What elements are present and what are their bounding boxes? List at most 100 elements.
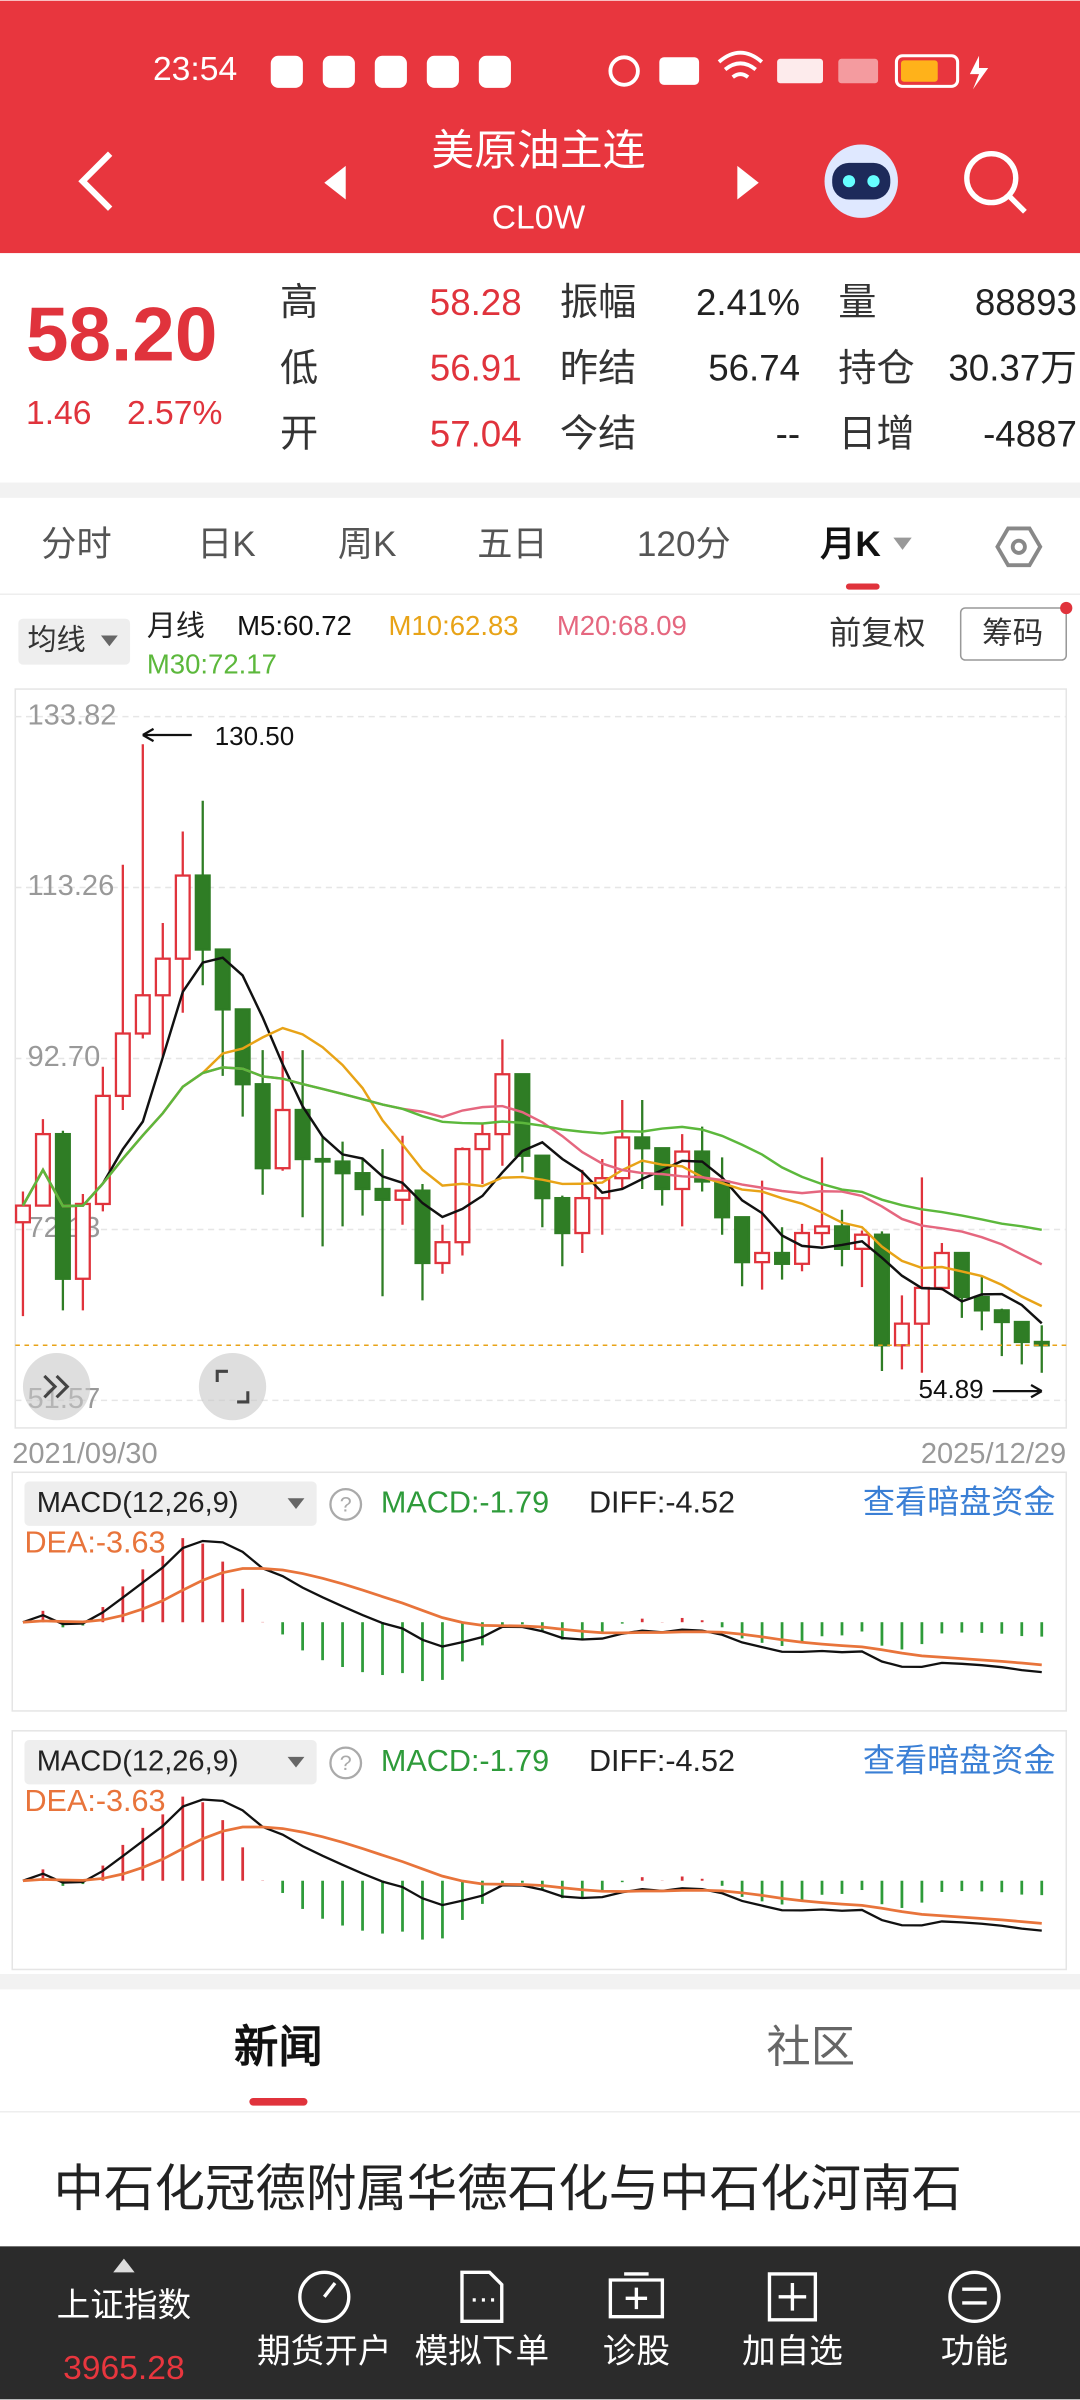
- quote-label: 开: [280, 413, 318, 456]
- candle-body: [634, 1136, 651, 1150]
- candle-body: [574, 1196, 591, 1235]
- y-tick-label: 113.26: [28, 870, 115, 902]
- quote-value: 57.04: [430, 413, 522, 454]
- candle-body: [794, 1231, 811, 1265]
- nav-icon[interactable]: [298, 2270, 351, 2323]
- dark-pool-link: 查看暗盘资金: [863, 1484, 1056, 1520]
- index-up-arrow: [113, 2258, 135, 2273]
- candle-body: [474, 1132, 491, 1151]
- quote-label: 振幅: [560, 281, 636, 324]
- adjust-mode: 前复权: [829, 615, 925, 651]
- candle-body: [374, 1187, 391, 1201]
- quote-label: 昨结: [560, 347, 636, 390]
- nav-icon[interactable]: [767, 2272, 818, 2322]
- candle-body: [134, 994, 151, 1035]
- quote-value: 30.37万: [948, 348, 1077, 389]
- price-change-pct: 2.57%: [127, 395, 222, 432]
- help-icon[interactable]: [329, 1487, 363, 1521]
- nav-icon[interactable]: [460, 2270, 504, 2323]
- y-tick-label: 92.70: [28, 1041, 101, 1073]
- dea-line: [22, 1567, 1042, 1667]
- candle-body: [74, 1202, 91, 1280]
- indicator-select: 均线: [28, 623, 86, 656]
- quote-label: 今结: [560, 413, 636, 456]
- news-tab[interactable]: 新闻: [234, 2023, 323, 2072]
- news-tab-indicator: [249, 2097, 308, 2106]
- x-start-label: 2021/09/30: [12, 1438, 157, 1470]
- ma-label: M30:72.17: [147, 648, 277, 679]
- news-headline[interactable]: 中石化冠德附属华德石化与中石化河南石: [54, 2160, 962, 2217]
- period-tab[interactable]: 分时: [41, 525, 111, 564]
- candle-body: [314, 1157, 331, 1163]
- candle-body: [194, 874, 211, 951]
- candle-body: [214, 948, 231, 1011]
- fullscreen-button[interactable]: [198, 1352, 267, 1421]
- dif-line: [22, 1798, 1042, 1932]
- index-value: 3965.28: [63, 2350, 185, 2387]
- candle-body: [1013, 1320, 1030, 1344]
- nav-icon[interactable]: [948, 2270, 1001, 2323]
- back-button[interactable]: [78, 151, 113, 211]
- news-tab[interactable]: 社区: [766, 2023, 855, 2072]
- candle-body: [893, 1322, 910, 1347]
- candle-body: [254, 1083, 271, 1170]
- candle-body: [534, 1154, 551, 1200]
- diff-value: DIFF:-4.52: [589, 1744, 735, 1778]
- macd-select-box[interactable]: [24, 1481, 317, 1526]
- contract-title: 美原油主连: [431, 127, 645, 175]
- nav-label[interactable]: 期货开户: [257, 2332, 392, 2370]
- quote-value: -4887: [983, 413, 1077, 454]
- candle-body: [714, 1180, 731, 1219]
- period-tab[interactable]: 120分: [637, 525, 731, 564]
- help-icon[interactable]: [329, 1746, 363, 1780]
- macd-select-box[interactable]: [24, 1740, 317, 1785]
- period-tab[interactable]: 五日: [477, 525, 547, 564]
- period-tab[interactable]: 日K: [197, 525, 256, 564]
- nav-icon[interactable]: [608, 2272, 665, 2319]
- quote-value: 2.41%: [696, 282, 800, 323]
- dif-line: [22, 1539, 1042, 1674]
- candle-body: [754, 1251, 771, 1264]
- candle-body: [234, 1008, 251, 1086]
- ma-line: [21, 956, 1043, 1325]
- prev-contract[interactable]: [324, 165, 346, 200]
- nav-label[interactable]: 诊股: [603, 2332, 670, 2370]
- quote-value: 56.91: [430, 348, 522, 389]
- quote-value: 88893: [975, 282, 1077, 323]
- next-contract[interactable]: [737, 165, 759, 200]
- period-tab[interactable]: 周K: [338, 525, 397, 564]
- search-button[interactable]: [964, 150, 1027, 214]
- candle-body: [813, 1225, 831, 1235]
- macd-title: MACD(12,26,9): [37, 1487, 239, 1519]
- candle-body: [993, 1309, 1010, 1324]
- candle-body: [913, 1286, 930, 1325]
- nav-label[interactable]: 模拟下单: [415, 2332, 550, 2370]
- candle-body: [294, 1108, 311, 1161]
- candle-body: [494, 1073, 511, 1136]
- fullscreen-icon: [215, 1369, 250, 1404]
- period-tab[interactable]: 月K: [820, 525, 881, 564]
- chip-button[interactable]: [959, 607, 1067, 661]
- robot-button[interactable]: [824, 144, 898, 218]
- quote-value: 58.28: [430, 282, 522, 323]
- index-name: 上证指数: [57, 2286, 192, 2324]
- macd-value: MACD:-1.79: [381, 1485, 549, 1519]
- candle-body: [554, 1196, 571, 1235]
- diff-value: DIFF:-4.52: [589, 1485, 735, 1519]
- ma-line: [21, 1066, 1042, 1232]
- chart-settings[interactable]: [995, 526, 1043, 568]
- nav-label[interactable]: 功能: [941, 2332, 1008, 2370]
- nav-label[interactable]: 加自选: [742, 2332, 843, 2370]
- dea-line: [22, 1825, 1042, 1925]
- chart-settings-dot: [1010, 538, 1027, 555]
- candle-body: [774, 1251, 791, 1265]
- quote-label: 持仓: [838, 347, 914, 390]
- help-icon-mark: ?: [340, 1751, 352, 1775]
- ma-title: 月线: [147, 610, 205, 643]
- candle-body: [174, 874, 191, 960]
- indicator-select-box[interactable]: [18, 618, 131, 665]
- candle-body: [1033, 1340, 1050, 1347]
- candle-body: [973, 1295, 990, 1312]
